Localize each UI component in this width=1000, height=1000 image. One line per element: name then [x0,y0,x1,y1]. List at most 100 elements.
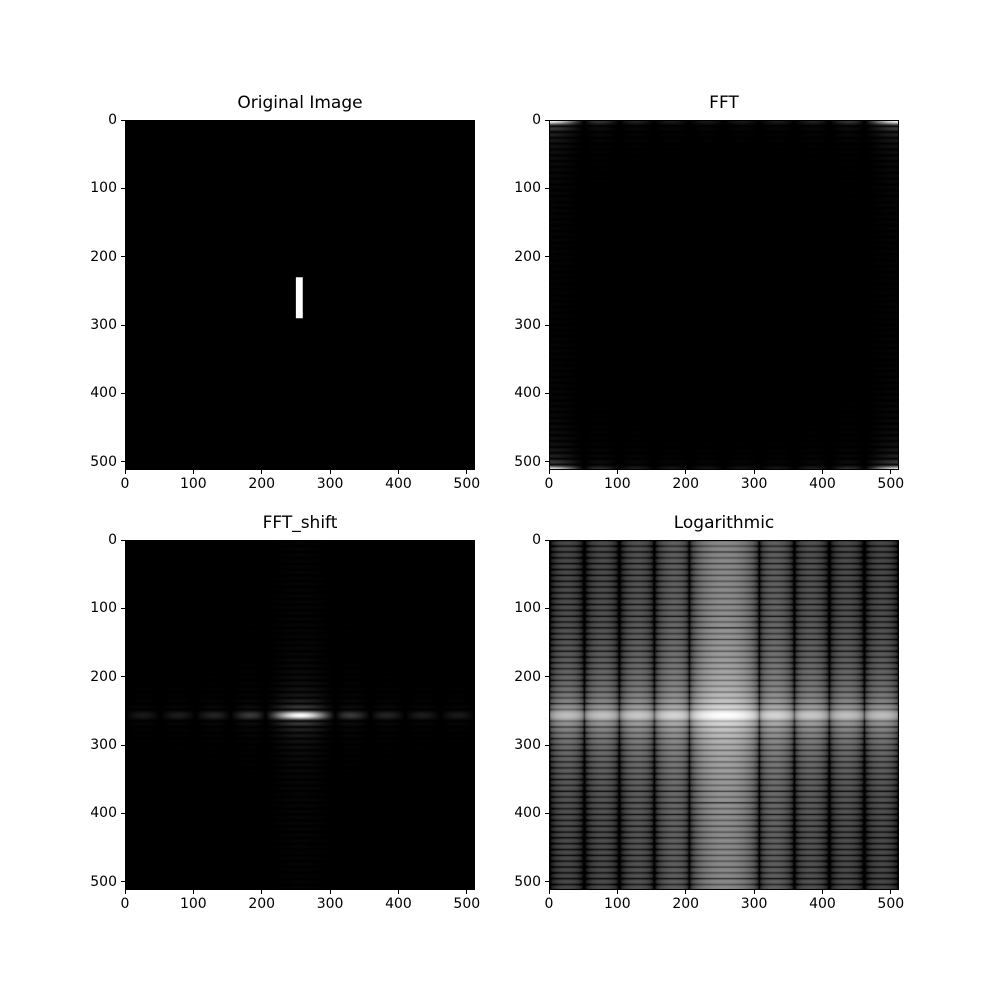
x-tick-label: 100 [179,896,207,912]
y-tick-label: 300 [514,737,541,754]
x-tick-label: 500 [877,476,905,492]
x-tick-mark [124,890,126,894]
x-tick-mark [753,470,755,474]
y-tick-mark [121,607,125,609]
subplot-title: Original Image [237,93,363,114]
x-tick-mark [616,890,618,894]
subplot-fft-shift: FFT_shift 0 100 200 300 400 500 0 100 200 300 400 5… [90,514,480,911]
subplot-logarithmic: Logarithmic 0 100 200 300 400 500 0 100 200 300 40… [514,514,904,911]
y-tick-mark [121,187,125,189]
x-tick-mark [192,890,194,894]
x-tick-label: 500 [453,896,481,912]
x-tick-label: 300 [740,896,768,912]
x-tick-label: 400 [385,896,412,912]
x-tick-label: 400 [809,476,836,492]
y-tick-mark [545,744,549,746]
x-tick-mark [821,470,823,474]
subplot-fft: FFT 0 100 200 300 400 500 0 100 200 300 400 500 [514,94,904,491]
y-tick-label: 400 [514,385,541,402]
x-tick-label: 400 [809,896,836,912]
x-tick-mark [466,890,468,894]
y-tick-mark [121,461,125,463]
x-tick-label: 200 [672,896,700,912]
y-tick-mark [121,676,125,678]
y-tick-label: 200 [514,248,541,265]
x-tick-mark [548,890,550,894]
x-tick-label: 500 [453,476,481,492]
y-tick-label: 400 [90,385,117,402]
y-tick-label: 300 [90,317,117,334]
y-tick-label: 400 [90,805,117,822]
y-tick-label: 100 [90,180,117,197]
x-tick-mark [466,470,468,474]
subplot-title: FFT_shift [262,513,338,534]
y-tick-mark [545,539,549,541]
x-tick-mark [685,890,687,894]
x-tick-mark [124,470,126,474]
heatmap-image [125,540,475,890]
y-tick-label: 200 [514,668,541,685]
y-tick-label: 400 [514,805,541,822]
x-tick-mark [685,470,687,474]
x-tick-mark [753,890,755,894]
y-tick-mark [121,392,125,394]
y-tick-label: 500 [514,453,541,470]
x-tick-mark [261,470,263,474]
subplot-title: FFT [709,93,739,114]
x-tick-label: 0 [120,476,130,492]
y-tick-label: 100 [90,600,117,617]
y-tick-mark [545,676,549,678]
x-tick-mark [890,890,892,894]
x-tick-label: 100 [603,896,631,912]
y-tick-label: 0 [532,112,541,128]
x-tick-mark [329,470,331,474]
x-tick-mark [329,890,331,894]
y-tick-mark [121,256,125,258]
y-tick-mark [545,392,549,394]
heatmap-image [549,540,899,890]
y-tick-mark [545,812,549,814]
y-tick-mark [545,461,549,463]
y-tick-label: 200 [90,248,117,265]
y-tick-mark [545,256,549,258]
x-tick-label: 0 [120,896,130,912]
x-tick-mark [397,890,399,894]
y-tick-mark [545,119,549,121]
x-tick-mark [397,470,399,474]
y-tick-mark [121,881,125,883]
y-tick-mark [121,539,125,541]
y-tick-mark [121,119,125,121]
y-tick-mark [121,744,125,746]
heatmap-image [549,120,899,470]
x-tick-label: 0 [544,896,554,912]
y-tick-label: 300 [514,317,541,334]
y-tick-mark [545,324,549,326]
y-tick-label: 0 [108,112,117,128]
y-tick-mark [121,812,125,814]
x-tick-label: 100 [179,476,207,492]
y-tick-label: 0 [532,532,541,548]
x-tick-label: 400 [385,476,412,492]
x-tick-label: 300 [740,476,768,492]
x-tick-label: 100 [603,476,631,492]
x-tick-label: 200 [248,476,276,492]
x-tick-mark [890,470,892,474]
x-tick-label: 0 [544,476,554,492]
y-tick-mark [545,187,549,189]
y-tick-mark [545,607,549,609]
x-tick-mark [616,470,618,474]
y-tick-label: 200 [90,668,117,685]
y-tick-label: 500 [90,873,117,890]
subplot-original-image: Original Image 0 100 200 300 400 500 0 100 200 30… [90,94,480,491]
x-tick-label: 300 [316,476,344,492]
y-tick-mark [545,881,549,883]
subplot-title: Logarithmic [673,513,775,534]
x-tick-mark [821,890,823,894]
heatmap-image [125,120,475,470]
y-tick-label: 500 [514,873,541,890]
x-tick-label: 200 [672,476,700,492]
y-tick-label: 300 [90,737,117,754]
x-tick-mark [192,470,194,474]
y-tick-label: 100 [514,180,541,197]
